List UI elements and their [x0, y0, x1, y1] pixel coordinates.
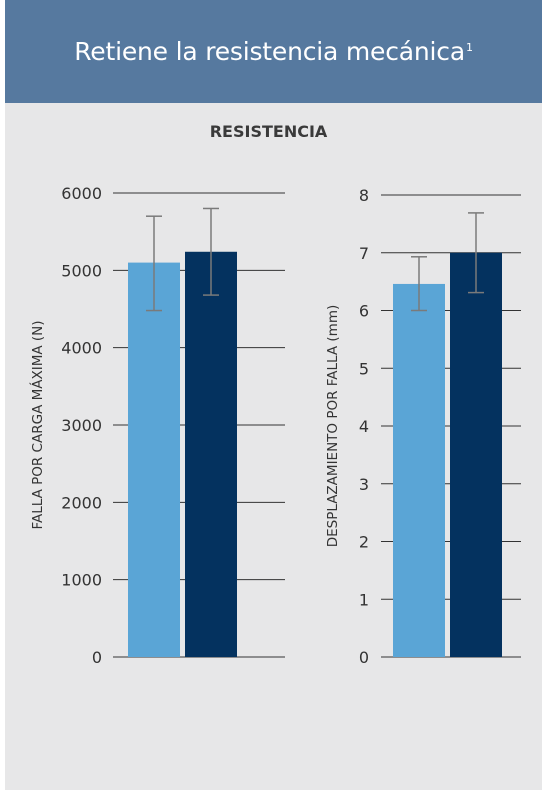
- bar-load-2: [185, 251, 237, 658]
- y-tick-label-displacement: 6: [359, 302, 369, 321]
- y-tick-label-displacement: 2: [359, 533, 369, 552]
- header-banner: Retiene la resistencia mecánica1: [5, 0, 542, 103]
- y-tick-label-load: 4000: [61, 339, 102, 358]
- y-axis-label-displacement: DESPLAZAMIENTO POR FALLA (mm): [325, 305, 341, 548]
- header-title: Retiene la resistencia mecánica1: [74, 37, 473, 66]
- bar-displacement-2: [450, 252, 502, 657]
- y-tick-label-displacement: 7: [359, 244, 369, 263]
- y-tick-label-displacement: 0: [359, 648, 369, 667]
- footnote-marker: 1: [465, 40, 473, 54]
- y-axis-label-load: FALLA POR CARGA MÁXIMA (N): [29, 320, 46, 529]
- y-tick-label-load: 3000: [61, 416, 102, 435]
- bar-load-1: [128, 262, 180, 657]
- y-tick-label-load: 2000: [61, 493, 102, 512]
- y-tick-label-displacement: 5: [359, 359, 369, 378]
- y-tick-label-load: 0: [92, 648, 102, 667]
- y-tick-label-load: 5000: [61, 261, 102, 280]
- y-tick-label-load: 1000: [61, 571, 102, 590]
- y-tick-label-displacement: 3: [359, 475, 369, 494]
- section-title: RESISTENCIA: [209, 122, 328, 141]
- bar-displacement-1: [393, 283, 445, 657]
- y-tick-label-displacement: 4: [359, 417, 369, 436]
- y-tick-label-displacement: 1: [359, 590, 369, 609]
- y-tick-label-load: 6000: [61, 184, 102, 203]
- y-tick-label-displacement: 8: [359, 186, 369, 205]
